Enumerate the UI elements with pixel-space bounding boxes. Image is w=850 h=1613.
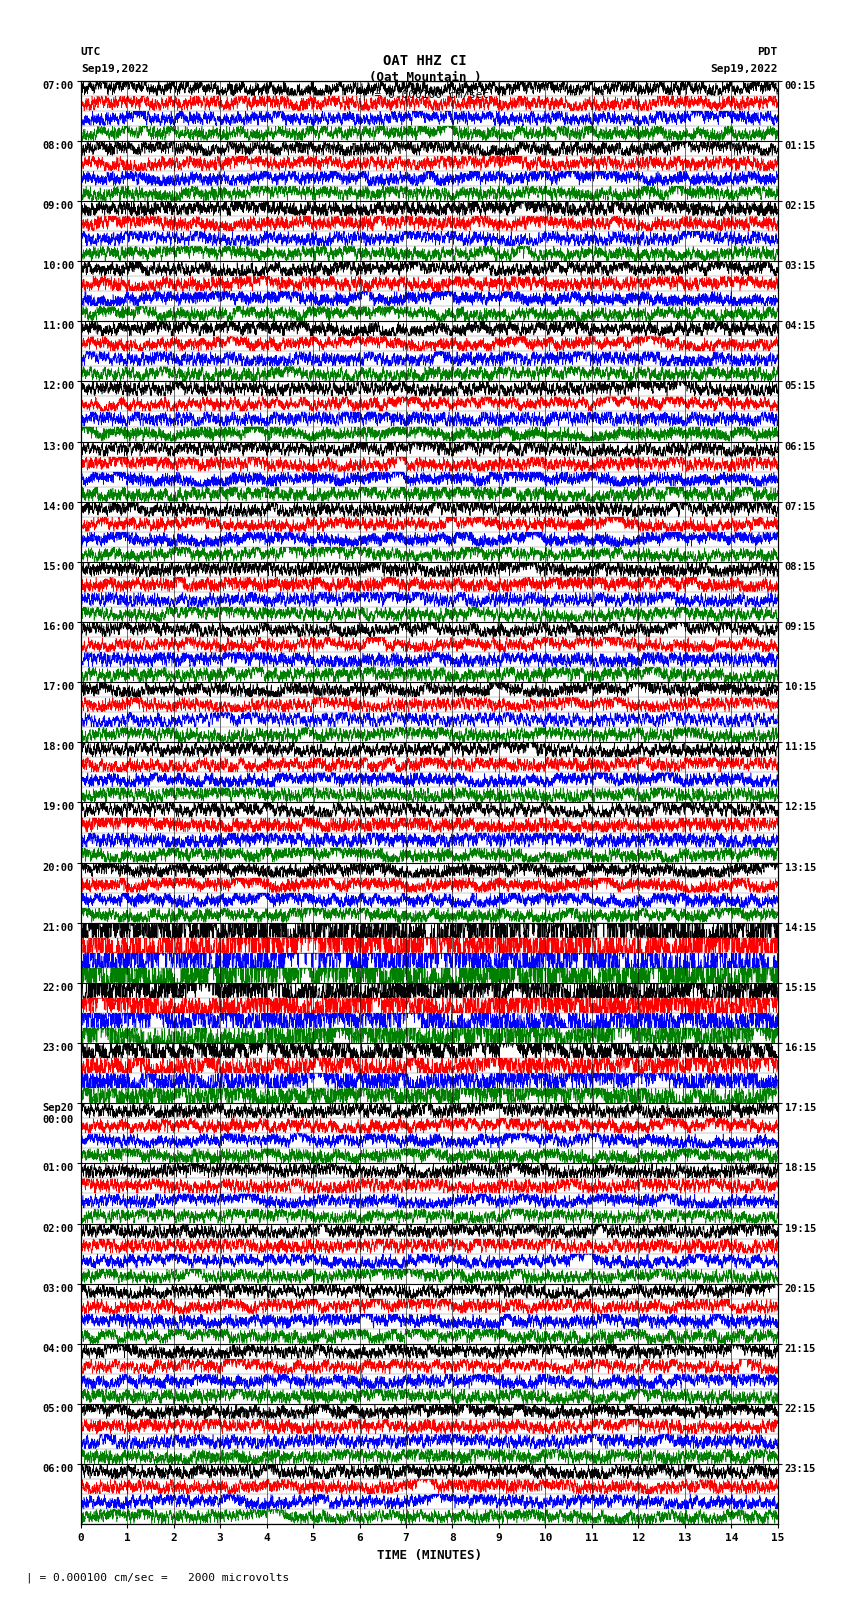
Text: | = 0.000100 cm/sec: | = 0.000100 cm/sec: [361, 90, 489, 100]
Text: UTC: UTC: [81, 47, 101, 56]
Text: (Oat Mountain ): (Oat Mountain ): [369, 71, 481, 84]
X-axis label: TIME (MINUTES): TIME (MINUTES): [377, 1548, 482, 1561]
Text: OAT HHZ CI: OAT HHZ CI: [383, 55, 467, 68]
Text: Sep19,2022: Sep19,2022: [711, 65, 778, 74]
Text: PDT: PDT: [757, 47, 778, 56]
Text: Sep19,2022: Sep19,2022: [81, 65, 148, 74]
Text: | = 0.000100 cm/sec =   2000 microvolts: | = 0.000100 cm/sec = 2000 microvolts: [26, 1573, 289, 1582]
